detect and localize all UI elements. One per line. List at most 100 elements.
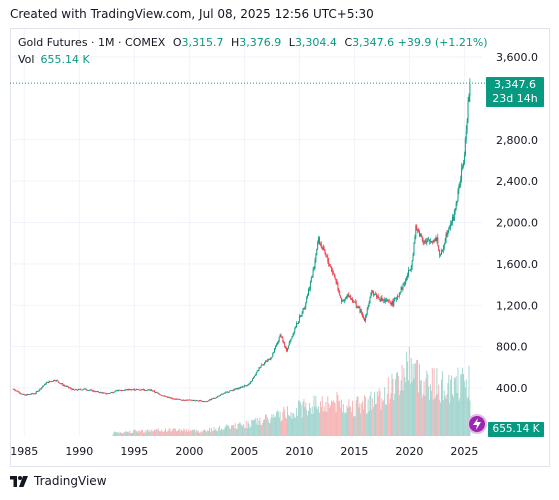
volume-bar bbox=[421, 397, 423, 436]
volume-bar bbox=[282, 412, 284, 436]
volume-bar bbox=[134, 429, 136, 436]
volume-bar bbox=[235, 429, 237, 436]
candle-body bbox=[228, 391, 230, 393]
volume-bar bbox=[247, 421, 249, 436]
volume-bar bbox=[112, 433, 114, 436]
volume-bar bbox=[132, 430, 134, 436]
candle-body bbox=[365, 313, 367, 317]
volume-bar bbox=[440, 402, 442, 436]
candle-body bbox=[94, 391, 96, 393]
candle-body bbox=[108, 393, 110, 395]
volume-bar bbox=[456, 392, 458, 436]
candle-body bbox=[356, 307, 358, 308]
x-tick-label: 1995 bbox=[120, 445, 148, 458]
volume-bar bbox=[115, 432, 117, 436]
lightning-icon[interactable] bbox=[467, 414, 487, 434]
candle-body bbox=[431, 240, 433, 242]
candle-body bbox=[371, 290, 373, 294]
volume-bar bbox=[459, 397, 461, 436]
candle-body bbox=[29, 394, 31, 395]
close-value: 3,347.6 bbox=[352, 36, 395, 49]
candle-body bbox=[36, 391, 38, 392]
volume-bar bbox=[253, 419, 255, 436]
candle-body bbox=[397, 295, 399, 297]
candle-body bbox=[199, 400, 201, 402]
candle-body bbox=[375, 294, 377, 297]
candle-body bbox=[259, 367, 261, 369]
volume-bar bbox=[387, 377, 389, 436]
candle-body bbox=[72, 388, 74, 390]
candle-body bbox=[248, 384, 250, 385]
candle-body bbox=[383, 300, 385, 302]
candle-body bbox=[434, 238, 436, 242]
volume-bar bbox=[383, 400, 385, 436]
candle-body bbox=[302, 308, 304, 314]
volume-bar bbox=[153, 431, 155, 436]
candle-body bbox=[149, 389, 151, 391]
candle-body bbox=[64, 385, 66, 387]
candle-body bbox=[394, 298, 396, 300]
volume-bar bbox=[126, 431, 128, 436]
candle-body bbox=[105, 392, 107, 394]
candle-body bbox=[456, 200, 458, 204]
volume-bar bbox=[390, 392, 392, 436]
close-label: C bbox=[344, 36, 353, 49]
volume-bar bbox=[114, 431, 116, 436]
candle-body bbox=[417, 229, 419, 230]
candle-body bbox=[469, 83, 471, 96]
candle-body bbox=[142, 389, 144, 391]
candle-body bbox=[283, 341, 285, 343]
volume-bar bbox=[356, 396, 358, 436]
brand[interactable]: TradingView bbox=[10, 474, 107, 488]
candle-body bbox=[197, 400, 199, 402]
volume-bar bbox=[403, 368, 405, 436]
symbol-label[interactable]: Gold Futures · 1M · COMEX bbox=[18, 36, 166, 49]
volume-bar bbox=[174, 428, 176, 436]
candle-body bbox=[177, 398, 179, 400]
candle-body bbox=[75, 389, 77, 391]
candle-body bbox=[120, 390, 122, 391]
candle-body bbox=[441, 250, 443, 252]
candle-body bbox=[32, 393, 34, 395]
volume-bar bbox=[407, 361, 409, 436]
candle-body bbox=[101, 392, 103, 394]
volume-bar bbox=[292, 412, 294, 436]
candle-body bbox=[43, 385, 45, 387]
candle-body bbox=[435, 238, 437, 241]
volume-bar bbox=[450, 379, 452, 436]
y-tick-label: 400.0 bbox=[496, 382, 528, 395]
candle-body bbox=[433, 240, 435, 242]
candle-body bbox=[443, 244, 445, 249]
candle-body bbox=[398, 292, 400, 296]
candle-body bbox=[350, 296, 352, 300]
volume-bar bbox=[318, 406, 320, 436]
volume-bar bbox=[265, 414, 267, 436]
volume-bar bbox=[328, 403, 330, 436]
chart-frame[interactable] bbox=[10, 28, 550, 467]
volume-bar bbox=[427, 374, 429, 436]
candle-body bbox=[86, 389, 88, 391]
candle-body bbox=[103, 392, 105, 394]
x-tick-label: 1985 bbox=[10, 445, 38, 458]
candle-body bbox=[319, 237, 320, 245]
candle-body bbox=[273, 352, 275, 354]
candle-body bbox=[61, 383, 63, 385]
volume-bar bbox=[294, 417, 296, 436]
candle-body bbox=[159, 394, 161, 396]
candle-body bbox=[17, 390, 19, 392]
volume-bar bbox=[141, 429, 143, 436]
volume-bar bbox=[385, 404, 387, 436]
candle-body bbox=[325, 253, 327, 256]
candle-body bbox=[312, 269, 314, 276]
candle-body bbox=[278, 336, 280, 342]
volume-bar bbox=[218, 427, 220, 436]
candle-body bbox=[309, 281, 311, 289]
candle-body bbox=[441, 251, 442, 255]
candle-body bbox=[198, 400, 199, 402]
volume-bar bbox=[379, 391, 381, 436]
volume-bar bbox=[194, 429, 196, 436]
volume-bar bbox=[334, 403, 336, 436]
volume-bar bbox=[342, 404, 344, 436]
volume-bar bbox=[250, 426, 252, 436]
